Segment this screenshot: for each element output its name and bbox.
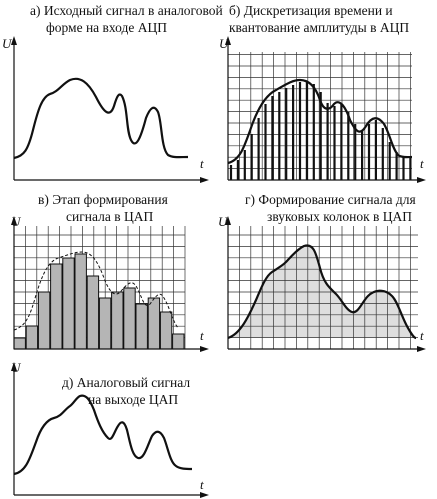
panel-d-x-label: t [420, 328, 424, 343]
panel-c: в) Этап формирования сигнала в ЦАП U t [11, 192, 209, 352]
panel-c-bar [147, 297, 161, 350]
panel-c-x-arrow [200, 346, 209, 352]
panel-d-y-label: U [218, 214, 229, 229]
panel-a-caption-line2: форме на входе АЦП [46, 20, 167, 35]
panel-d-x-arrow [417, 346, 426, 352]
panel-e-y-arrow [11, 362, 17, 371]
panel-c-bars [13, 253, 185, 350]
panel-c-bar [86, 275, 100, 350]
panel-b-caption-line1: б) Дискретизация времени и [229, 3, 393, 18]
panel-c-signal-dashed [13, 251, 179, 331]
panel-b-signal-curve [227, 78, 413, 165]
panel-b-x-label: t [420, 156, 424, 171]
panel-a-signal-curve [13, 77, 189, 160]
panel-c-bar [13, 337, 26, 350]
panel-b-caption-line2: квантование амплитуды в АЦП [229, 20, 409, 35]
panel-e-caption-line2: на выходе ЦАП [88, 392, 178, 407]
panel-e-signal-curve [13, 394, 193, 476]
panel-c-bar [135, 303, 148, 350]
panel-c-x-label: t [200, 328, 204, 343]
panel-c-bar [123, 287, 136, 350]
panel-b-y-label: U [219, 36, 230, 51]
panel-d: г) Формирование сигнала для звуковых кол… [218, 192, 426, 352]
panel-e-x-label: t [200, 477, 204, 492]
panel-c-bar [98, 297, 112, 350]
panel-d-y-arrow [225, 216, 231, 225]
panel-c-bar [37, 291, 51, 350]
panel-a-y-label: U [2, 36, 13, 51]
panel-b-y-arrow [225, 36, 231, 45]
panel-c-y-arrow [11, 216, 17, 225]
panel-d-signal-curve [227, 244, 417, 340]
panel-b: б) Дискретизация времени и квантование а… [219, 3, 426, 183]
panel-c-bar [74, 253, 87, 350]
panel-a-x-arrow [200, 177, 209, 183]
panel-c-y-label: U [11, 214, 22, 229]
panel-c-bar [62, 257, 75, 350]
panel-d-caption-line1: г) Формирование сигнала для [245, 192, 416, 207]
panel-e-caption-line1: д) Аналоговый сигнал [62, 375, 190, 390]
panel-b-x-arrow [417, 177, 426, 183]
panel-c-caption-line2: сигнала в ЦАП [66, 209, 153, 224]
panel-a-y-arrow [11, 36, 17, 45]
panel-c-bar [111, 291, 124, 350]
panel-e-x-arrow [200, 492, 209, 498]
panel-c-bar [25, 325, 39, 350]
panel-c-caption-line1: в) Этап формирования [38, 192, 168, 207]
panel-b-sample-lines [229, 81, 412, 180]
panel-c-bar [172, 333, 185, 350]
panel-c-bar [159, 311, 173, 350]
panel-d-caption-line2: звуковых колонок в ЦАП [267, 209, 412, 224]
panel-a-x-label: t [200, 156, 204, 171]
panel-a-caption-line1: а) Исходный сигнал в аналоговой [30, 3, 223, 18]
panel-a: а) Исходный сигнал в аналоговой форме на… [2, 3, 223, 183]
panel-e-y-label: U [11, 360, 22, 375]
panel-c-bar [50, 263, 63, 350]
panel-e: д) Аналоговый сигнал на выходе ЦАП U t [11, 360, 209, 498]
